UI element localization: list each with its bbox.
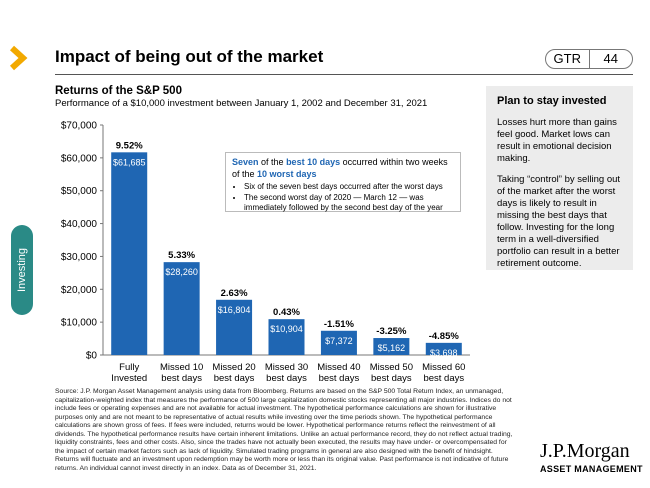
bar-return-label: -1.51% — [324, 319, 355, 330]
title-divider — [55, 74, 633, 75]
callout-bullet: Six of the seven best days occurred afte… — [244, 182, 454, 193]
y-tick-label: $70,000 — [61, 121, 98, 132]
bar-return-label: 5.33% — [168, 250, 195, 261]
x-tick-label: Missed 40 — [317, 362, 360, 373]
page-number: 44 — [603, 51, 618, 66]
y-tick-label: $30,000 — [61, 252, 98, 263]
y-tick-label: $10,000 — [61, 318, 98, 329]
panel-paragraph: Taking “control” by selling out of the m… — [497, 174, 621, 269]
y-tick-label: $20,000 — [61, 285, 98, 296]
bar — [425, 342, 462, 355]
side-panel: Plan to stay invested Losses hurt more t… — [486, 86, 633, 270]
x-tick-label: Missed 50 — [370, 362, 413, 373]
callout-bullets: Six of the seven best days occurred afte… — [232, 182, 454, 214]
y-tick-label: $50,000 — [61, 186, 98, 197]
bar-return-label: -3.25% — [376, 326, 407, 337]
chart-title: Returns of the S&P 500 — [55, 85, 182, 97]
bar-value-label: $61,685 — [113, 157, 146, 167]
logo-subtitle: ASSET MANAGEMENT — [540, 464, 643, 474]
y-tick-label: $60,000 — [61, 153, 98, 164]
x-tick-label: Fully — [119, 362, 139, 373]
side-tab-investing[interactable]: Investing — [11, 225, 33, 315]
bar-return-label: 9.52% — [116, 140, 143, 151]
y-tick-label: $40,000 — [61, 219, 98, 230]
x-tick-label: best days — [423, 373, 464, 384]
bar — [216, 299, 253, 355]
bar-return-label: -4.85% — [429, 331, 460, 342]
bar — [373, 338, 410, 355]
bar — [320, 330, 357, 355]
bar-value-label: $28,260 — [165, 267, 198, 277]
jpmorgan-logo: J.P.Morgan ASSET MANAGEMENT — [540, 440, 643, 474]
x-tick-label: Missed 20 — [212, 362, 255, 373]
chart-subtitle: Performance of a $10,000 investment betw… — [55, 98, 428, 109]
page-title: Impact of being out of the market — [55, 47, 324, 66]
x-tick-label: Missed 10 — [160, 362, 203, 373]
bar-value-label: $3,698 — [430, 348, 458, 358]
x-tick-label: best days — [371, 373, 412, 384]
guide-code: GTR — [553, 51, 581, 66]
x-tick-label: best days — [161, 373, 202, 384]
x-tick-label: Invested — [111, 373, 147, 384]
source-note: Source: J.P. Morgan Asset Management ana… — [55, 388, 513, 472]
y-tick-label: $0 — [86, 351, 98, 362]
bar-value-label: $16,804 — [218, 305, 251, 315]
logo-name: J.P.Morgan — [540, 440, 630, 462]
x-tick-label: best days — [266, 373, 307, 384]
x-tick-label: best days — [214, 373, 255, 384]
bar — [111, 152, 148, 355]
page-indicator: GTR 44 — [545, 49, 633, 69]
bar — [268, 319, 305, 355]
bar-return-label: 2.63% — [221, 288, 248, 299]
bar-value-label: $10,904 — [270, 324, 303, 334]
chevron-right-icon[interactable] — [8, 45, 30, 71]
bar-return-label: 0.43% — [273, 307, 300, 318]
x-tick-label: Missed 30 — [265, 362, 308, 373]
x-tick-label: best days — [319, 373, 360, 384]
bar-value-label: $5,162 — [378, 343, 406, 353]
panel-title: Plan to stay invested — [497, 95, 607, 107]
bar — [163, 262, 200, 355]
callout-text: Seven of the best 10 days occurred withi… — [232, 157, 448, 179]
callout-bullet: The second worst day of 2020 — March 12 … — [244, 193, 454, 214]
callout-box: Seven of the best 10 days occurred withi… — [225, 152, 461, 212]
bar-value-label: $7,372 — [325, 336, 353, 346]
panel-paragraph: Losses hurt more than gains feel good. M… — [497, 117, 617, 164]
x-tick-label: Missed 60 — [422, 362, 465, 373]
